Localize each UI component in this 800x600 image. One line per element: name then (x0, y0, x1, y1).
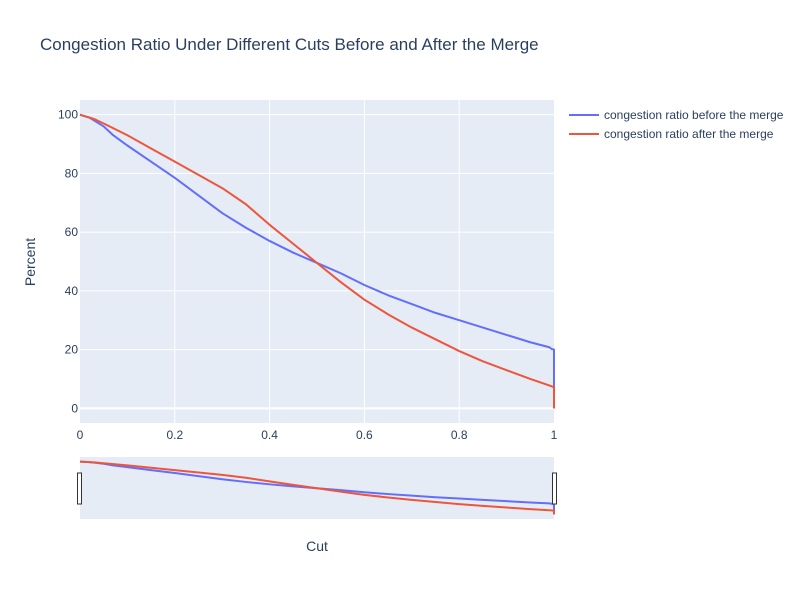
y-tick-label: 60 (65, 225, 79, 239)
range-slider-left-handle[interactable] (77, 472, 82, 505)
series-line-1 (79, 113, 555, 409)
x-tick-label: 0.2 (166, 428, 183, 442)
x-tick-label: 0 (77, 428, 84, 442)
y-tick-label: 40 (65, 284, 79, 298)
range-slider-line-2 (79, 460, 555, 515)
x-tick-label: 0.6 (356, 428, 373, 442)
range-slider-lines (79, 460, 555, 515)
series-line-2 (79, 113, 555, 409)
y-tick-label: 20 (65, 343, 79, 357)
y-axis-label: Percent (22, 238, 38, 286)
x-axis-label: Cut (306, 538, 328, 554)
x-tick-label: 1 (551, 428, 558, 442)
y-tick-label: 0 (71, 401, 78, 415)
legend-item[interactable]: congestion ratio after the merge (569, 127, 774, 141)
y-tick-labels: 0 20 40 60 80 100 (58, 108, 78, 416)
chart-title: Congestion Ratio Under Different Cuts Be… (40, 35, 539, 54)
x-tick-labels: 0 0.2 0.4 0.6 0.8 1 (77, 428, 558, 442)
y-tick-label: 80 (65, 166, 79, 180)
legend-label: congestion ratio before the merge (604, 108, 784, 122)
legend[interactable]: congestion ratio before the merge congest… (569, 108, 784, 141)
range-slider[interactable] (77, 457, 557, 519)
legend-item[interactable]: congestion ratio before the merge (569, 108, 784, 122)
series-lines (79, 113, 555, 409)
range-slider-right-handle[interactable] (552, 472, 557, 505)
y-gridlines (80, 114, 554, 410)
x-tick-label: 0.8 (451, 428, 468, 442)
y-tick-label: 100 (58, 108, 78, 122)
legend-label: congestion ratio after the merge (604, 127, 774, 141)
x-gridlines (174, 100, 460, 423)
x-tick-label: 0.4 (261, 428, 278, 442)
